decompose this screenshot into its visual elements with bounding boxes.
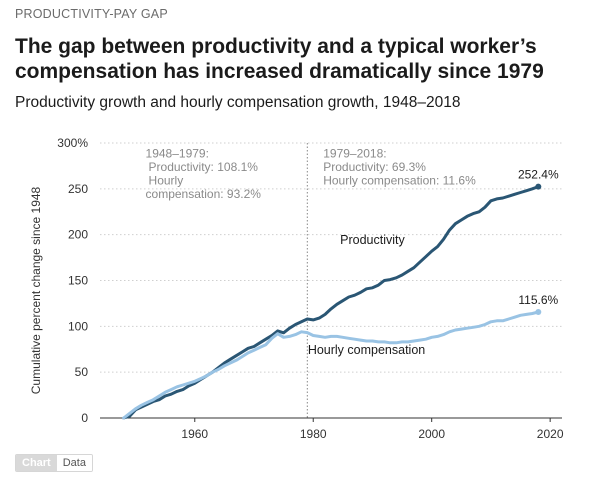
annotation-text: Hourly: [149, 174, 184, 188]
annotation-text: 1948–1979:: [146, 147, 209, 161]
series-end-marker: [535, 183, 542, 190]
y-tick-label: 150: [68, 274, 88, 288]
y-tick-label: 300%: [57, 136, 88, 150]
end-data-label: 252.4%: [518, 168, 559, 182]
y-tick-label: 50: [75, 365, 89, 379]
annotation-text: Productivity: 108.1%: [149, 160, 259, 174]
annotation-text: compensation: 93.2%: [146, 187, 262, 201]
y-tick-label: 200: [68, 228, 88, 242]
series-line-hourly-compensation: [122, 310, 540, 420]
chart-title: The gap between productivity and a typic…: [15, 35, 544, 83]
y-tick-label: 100: [68, 319, 88, 333]
x-tick-label: 1980: [300, 427, 327, 441]
x-tick-label: 1960: [181, 427, 208, 441]
tab-chart[interactable]: Chart: [16, 455, 57, 471]
chart-data-toggle: Chart Data: [15, 454, 93, 472]
y-tick-label: 0: [81, 411, 88, 425]
x-tick-label: 2000: [418, 427, 445, 441]
series-label: Productivity: [340, 233, 405, 247]
chart-kicker: PRODUCTIVITY-PAY GAP: [15, 7, 168, 21]
annotation-text: Hourly compensation: 11.6%: [323, 174, 476, 188]
x-tick-label: 2020: [537, 427, 564, 441]
series-end-marker: [535, 309, 542, 316]
series-label: Hourly compensation: [308, 343, 425, 357]
annotation-text: Productivity: 69.3%: [323, 160, 426, 174]
y-tick-label: 250: [68, 182, 88, 196]
end-data-label: 115.6%: [518, 293, 558, 307]
annotation-text: 1979–2018:: [323, 147, 386, 161]
y-axis-title: Cumulative percent change since 1948: [29, 186, 43, 394]
tab-data[interactable]: Data: [56, 455, 92, 471]
series-line-productivity: [122, 185, 540, 420]
chart-subtitle: Productivity growth and hourly compensat…: [15, 94, 461, 111]
